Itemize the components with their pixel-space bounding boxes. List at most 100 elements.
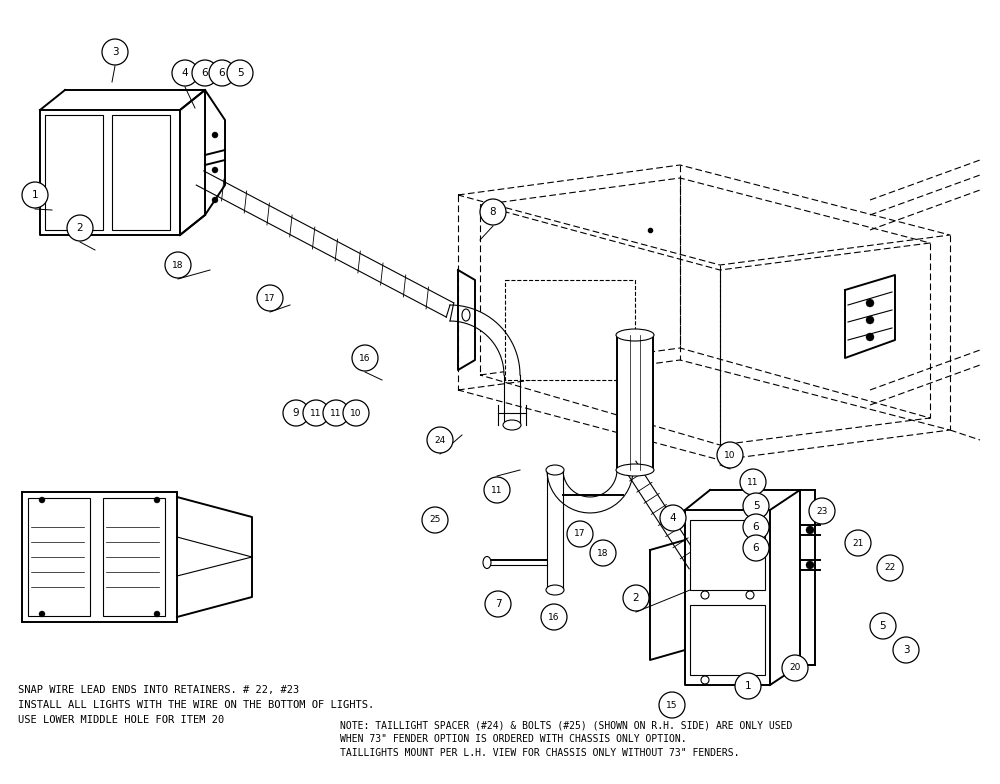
Bar	[45, 115, 103, 230]
Circle shape	[283, 400, 309, 426]
Text: 6: 6	[219, 68, 225, 78]
Text: 6: 6	[202, 68, 208, 78]
Bar	[690, 520, 765, 590]
Circle shape	[866, 299, 874, 307]
Text: 3: 3	[112, 47, 118, 57]
Circle shape	[740, 469, 766, 495]
Circle shape	[172, 60, 198, 86]
Circle shape	[717, 442, 743, 468]
Circle shape	[893, 637, 919, 663]
Circle shape	[870, 613, 896, 639]
Circle shape	[154, 497, 160, 503]
Polygon shape	[450, 305, 520, 375]
Text: NOTE: TAILLIGHT SPACER (#24) & BOLTS (#25) (SHOWN ON R.H. SIDE) ARE ONLY USED: NOTE: TAILLIGHT SPACER (#24) & BOLTS (#2…	[340, 720, 792, 730]
Text: 16: 16	[359, 354, 371, 362]
Circle shape	[257, 285, 283, 311]
Text: 18: 18	[597, 549, 609, 557]
Text: 17: 17	[264, 293, 276, 303]
Text: 11: 11	[747, 477, 759, 487]
Text: 9: 9	[293, 408, 299, 418]
Circle shape	[22, 182, 48, 208]
Text: 11: 11	[310, 408, 322, 418]
Text: 4: 4	[182, 68, 188, 78]
Text: 4: 4	[670, 513, 676, 523]
Circle shape	[67, 215, 93, 241]
Text: 21: 21	[852, 539, 864, 547]
Circle shape	[484, 477, 510, 503]
Text: 15: 15	[666, 700, 678, 710]
Ellipse shape	[616, 464, 654, 476]
Ellipse shape	[546, 585, 564, 595]
Circle shape	[485, 591, 511, 617]
Circle shape	[590, 540, 616, 566]
Polygon shape	[624, 461, 701, 569]
Circle shape	[227, 60, 253, 86]
Circle shape	[343, 400, 369, 426]
Circle shape	[541, 604, 567, 630]
Circle shape	[303, 400, 329, 426]
Text: 23: 23	[816, 506, 828, 516]
Circle shape	[743, 535, 769, 561]
Text: 5: 5	[237, 68, 243, 78]
Circle shape	[877, 555, 903, 581]
Text: 6: 6	[753, 522, 759, 532]
Text: 5: 5	[880, 621, 886, 631]
Text: 11: 11	[330, 408, 342, 418]
Circle shape	[743, 514, 769, 540]
Ellipse shape	[503, 420, 521, 430]
Text: 2: 2	[633, 593, 639, 603]
Circle shape	[743, 493, 769, 519]
Text: SNAP WIRE LEAD ENDS INTO RETAINERS. # 22, #23: SNAP WIRE LEAD ENDS INTO RETAINERS. # 22…	[18, 685, 299, 695]
Text: 10: 10	[350, 408, 362, 418]
Text: 7: 7	[495, 599, 501, 609]
Text: 25: 25	[429, 516, 441, 524]
Circle shape	[352, 345, 378, 371]
Bar	[617, 335, 653, 470]
Circle shape	[806, 526, 814, 534]
Circle shape	[809, 498, 835, 524]
Circle shape	[845, 530, 871, 556]
Text: 5: 5	[753, 501, 759, 511]
Text: 22: 22	[884, 564, 896, 572]
Circle shape	[806, 561, 814, 569]
Circle shape	[154, 611, 160, 617]
Circle shape	[165, 252, 191, 278]
Text: 1: 1	[745, 681, 751, 691]
Bar	[112, 115, 170, 230]
Text: 10: 10	[724, 451, 736, 459]
Circle shape	[659, 692, 685, 718]
Circle shape	[735, 673, 761, 699]
Bar	[690, 605, 765, 675]
Polygon shape	[547, 470, 633, 513]
Text: 24: 24	[434, 435, 446, 445]
Circle shape	[422, 507, 448, 533]
Circle shape	[209, 60, 235, 86]
Text: 18: 18	[172, 260, 184, 270]
Circle shape	[39, 497, 45, 503]
Circle shape	[567, 521, 593, 547]
Circle shape	[782, 655, 808, 681]
Circle shape	[866, 316, 874, 324]
Polygon shape	[196, 171, 454, 317]
Circle shape	[212, 167, 218, 173]
Text: INSTALL ALL LIGHTS WITH THE WIRE ON THE BOTTOM OF LIGHTS.: INSTALL ALL LIGHTS WITH THE WIRE ON THE …	[18, 700, 374, 710]
Bar	[505, 280, 635, 380]
Text: 1: 1	[32, 190, 38, 200]
Text: 17: 17	[574, 529, 586, 539]
Text: 11: 11	[491, 485, 503, 495]
Ellipse shape	[616, 329, 654, 341]
Circle shape	[866, 333, 874, 341]
Ellipse shape	[546, 465, 564, 475]
Text: 20: 20	[789, 663, 801, 673]
Text: 2: 2	[77, 223, 83, 233]
Text: 16: 16	[548, 612, 560, 622]
Circle shape	[192, 60, 218, 86]
Circle shape	[660, 505, 686, 531]
Bar	[103, 498, 165, 616]
Text: 3: 3	[903, 645, 909, 655]
Circle shape	[323, 400, 349, 426]
Circle shape	[623, 585, 649, 611]
Circle shape	[39, 611, 45, 617]
Ellipse shape	[483, 557, 491, 568]
Text: 6: 6	[753, 543, 759, 553]
